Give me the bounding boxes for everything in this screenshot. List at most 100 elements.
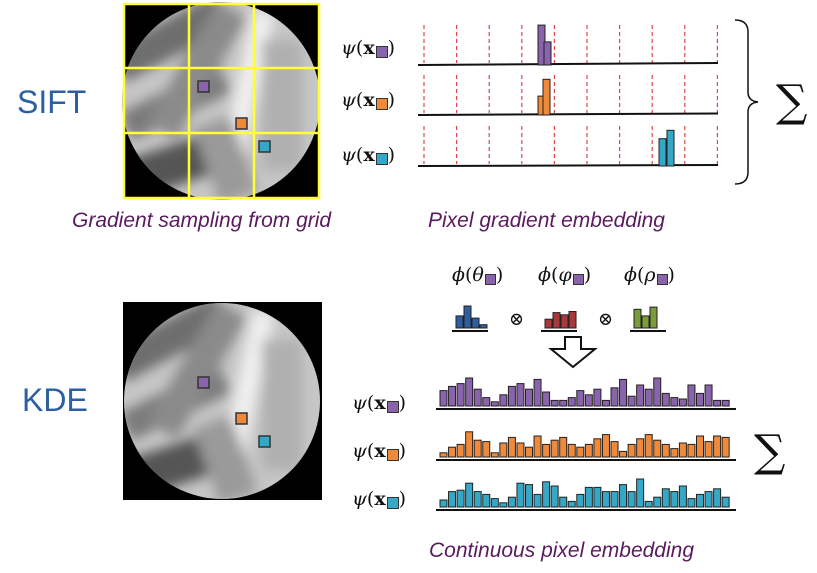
kde-histogram-bar [696, 493, 704, 508]
kde-histogram-bar [601, 491, 610, 508]
kde-embedding-rows [436, 377, 736, 511]
sift-pixel-purple [197, 80, 210, 93]
kde-histogram-bar [456, 489, 465, 508]
kde-pixel-orange [235, 412, 248, 425]
kde-histogram-bar [507, 436, 516, 458]
sift-psi-purple: ψ(x) [341, 37, 396, 59]
kde-histogram-bar [490, 401, 499, 407]
kde-histogram-bar [619, 450, 628, 458]
kde-psi-orange: ψ(x) [352, 440, 407, 462]
sum-brace [734, 19, 759, 185]
kde-histogram-bar [627, 491, 636, 508]
factor-varphi: ϕ(φ) [538, 264, 592, 286]
kde-histogram-bar [661, 443, 670, 458]
kde-histogram-bar [482, 397, 491, 407]
kde-histogram-bar [448, 491, 457, 508]
sift-caption-left: Gradient sampling from grid [72, 209, 332, 232]
cyan-square-icon [375, 153, 388, 165]
kde-histogram-bar [696, 435, 704, 458]
factor-histogram-bar [649, 306, 658, 329]
kde-histogram-bar [644, 388, 653, 407]
kde-factor-histograms [452, 305, 666, 332]
kde-histogram-bar [465, 482, 474, 508]
kde-histogram-bar [499, 442, 508, 458]
factor-histogram-bar [552, 312, 561, 329]
factor-histogram-bar [544, 318, 553, 329]
kde-histogram-bar [713, 488, 722, 508]
cyan-square-icon [386, 497, 399, 509]
kde-histogram-bar [721, 399, 730, 407]
orange-square-icon [386, 449, 399, 461]
kde-patch-image [124, 303, 320, 499]
sift-embedding-rows [417, 24, 719, 167]
kde-caption: Continuous pixel embedding [429, 539, 695, 562]
kde-histogram-bar [670, 397, 679, 407]
x-symbol: x [374, 488, 386, 510]
theta-symbol: θ [472, 264, 484, 286]
kde-histogram-bar [601, 399, 610, 407]
kde-histogram-bar [576, 390, 585, 407]
kde-histogram-bar [439, 452, 448, 458]
kde-histogram-bar [661, 488, 670, 508]
psi-symbol: ψ [352, 440, 367, 462]
kde-histogram-bar [559, 399, 568, 407]
kde-histogram-bar [704, 384, 713, 407]
kde-histogram-bar [482, 441, 491, 458]
kde-histogram-bar [525, 388, 533, 407]
sift-patch-image [122, 2, 320, 200]
kde-histogram-bar [550, 485, 559, 508]
kde-histogram-bar [576, 493, 585, 508]
purple-square-icon [386, 401, 399, 413]
kde-histogram-bar [448, 385, 457, 407]
kde-histogram-bar [567, 500, 576, 508]
kde-histogram-bar [507, 496, 516, 508]
sift-psi-orange: ψ(x) [341, 89, 396, 111]
sift-pixel-orange [235, 117, 248, 130]
kde-histogram-bar [636, 384, 645, 407]
kde-histogram-bar [456, 443, 465, 458]
sift-pixel-cyan [258, 140, 271, 153]
kde-histogram-bar [448, 446, 457, 458]
kde-histogram-bar [516, 383, 525, 407]
kde-histogram-bar [619, 378, 628, 407]
kde-histogram-bar [499, 502, 508, 508]
x-symbol: x [363, 144, 375, 166]
kde-histogram-bar [610, 387, 619, 407]
kde-histogram-bar [584, 394, 593, 407]
kde-histogram-bar [610, 441, 619, 458]
otimes-1: ⊗ [509, 309, 525, 330]
row-baseline [417, 112, 719, 116]
kde-histogram-bar [516, 482, 525, 508]
row-baseline [417, 62, 719, 66]
kde-histogram-bar [584, 443, 593, 458]
histogram-bar [666, 129, 675, 167]
psi-symbol: ψ [352, 392, 367, 414]
phi-symbol: ϕ [538, 264, 551, 286]
kde-histogram-bar [525, 484, 533, 508]
kde-histogram-bar [593, 388, 602, 407]
kde-histogram-bar [533, 435, 542, 458]
kde-histogram-bar [456, 383, 465, 407]
x-symbol: x [363, 89, 375, 111]
kde-pixel-purple [197, 376, 210, 389]
kde-label: KDE [22, 382, 88, 418]
factor-theta: ϕ(θ) [452, 264, 504, 286]
histogram-bar [658, 138, 667, 167]
histogram-bar [543, 41, 552, 66]
kde-histogram-bar [678, 398, 687, 407]
kde-histogram-bar [550, 399, 559, 407]
kde-histogram-bar [653, 377, 662, 407]
kde-histogram-bar [525, 446, 533, 458]
x-symbol: x [374, 440, 386, 462]
kde-histogram-bar [678, 442, 687, 458]
sift-psi-cyan: ψ(x) [341, 144, 396, 166]
purple-square-icon [572, 274, 584, 285]
kde-histogram-bar [490, 498, 499, 508]
kde-histogram-bar [713, 435, 722, 458]
kde-histogram-bar [627, 395, 636, 407]
kde-histogram-bar [516, 442, 525, 458]
kde-histogram-bar [619, 484, 628, 508]
psi-symbol: ψ [341, 89, 356, 111]
kde-histogram-bar [593, 438, 602, 458]
psi-symbol: ψ [341, 37, 356, 59]
